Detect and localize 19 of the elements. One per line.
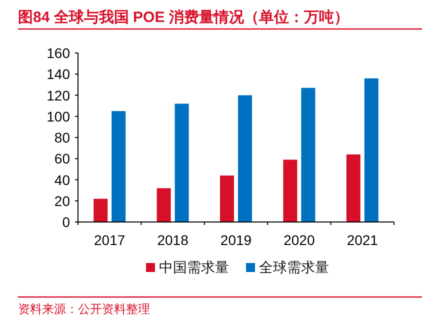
y-tick-label: 120: [46, 87, 70, 104]
x-tick-label: 2021: [346, 232, 378, 248]
y-tick-label: 140: [46, 66, 70, 82]
y-tick-label: 0: [62, 214, 70, 230]
y-tick-label: 100: [46, 108, 70, 124]
x-tick-label: 2019: [220, 232, 252, 248]
x-tick-label: 2018: [157, 232, 189, 248]
legend-label: 全球需求量: [259, 259, 329, 275]
y-tick-label: 20: [54, 192, 70, 209]
annotation: 资料来源：公开资料整理: [18, 302, 150, 316]
y-tick-label: 160: [46, 45, 70, 61]
y-tick-label: 60: [54, 150, 70, 167]
y-tick-label: 80: [54, 130, 70, 146]
plot: 0 20 40 60 80 100 120 140 160 2017 2018 2019 2020 2021: [46, 45, 394, 248]
title: 图84 全球与我国 POE 消费量情况（单位：万吨）: [18, 9, 349, 26]
y-tick-label: 40: [54, 172, 70, 188]
x-tick-label: 2020: [284, 232, 315, 248]
legend-label: 中国需求量: [159, 259, 229, 275]
x-tick-label: 2017: [94, 232, 126, 248]
